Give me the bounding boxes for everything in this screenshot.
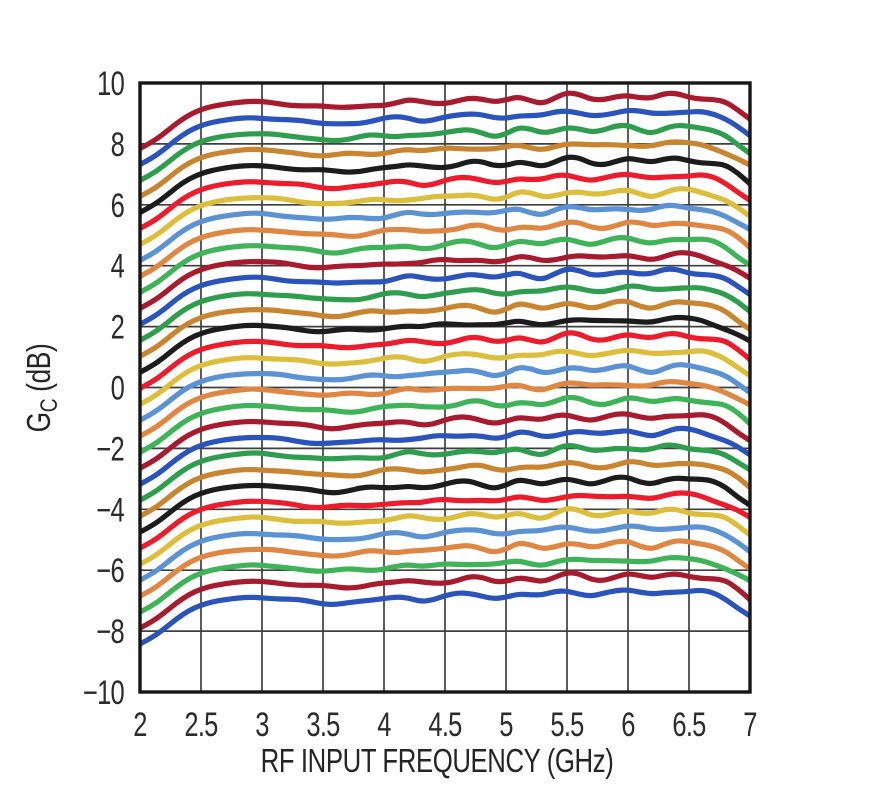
x-tick-label: 4.5 [428,707,461,744]
y-tick-label: −2 [96,431,124,468]
x-tick-label: 2.5 [184,707,217,744]
x-tick-label: 3.5 [306,707,339,744]
x-axis-title: RF INPUT FREQUENCY (GHz) [261,743,614,780]
y-tick-label: 0 [111,370,125,407]
y-tick-label: −4 [96,492,124,529]
gain-curve [138,490,752,551]
gain-curve [138,171,752,231]
gain-curve [138,523,752,583]
x-tick-label: 3 [255,707,269,744]
y-tick-label: 8 [111,126,125,163]
y-axis-title-sub: C [35,399,63,412]
gain-curve [138,154,752,215]
gain-curve [138,362,752,423]
x-tick-label: 6 [621,707,635,744]
gain-curve [138,474,752,535]
gain-curve [138,235,752,295]
y-tick-label: −6 [96,553,124,590]
y-tick-label: −10 [83,675,124,712]
gain-curve [138,425,752,487]
y-tick-label: −8 [96,614,124,651]
gain-curve [138,250,752,311]
x-tick-label: 2 [133,707,147,744]
gain-curve [138,394,752,455]
gain-curve [138,314,752,375]
gain-curve [138,107,752,167]
gain-curve [138,411,752,471]
gain-curve [138,506,752,567]
gain-curve [138,459,752,519]
gain-curve [138,283,752,343]
y-tick-label: 6 [111,187,125,224]
gain-curve [138,347,752,407]
x-tick-label: 6.5 [672,707,705,744]
gain-curve [138,266,752,327]
gain-curve [138,202,752,263]
gain-curve [138,186,752,247]
y-axis-title-main: G [21,412,57,432]
gain-curve [138,379,752,439]
gain-curve [138,587,752,647]
gain-curve [138,330,752,391]
gain-curve [138,570,752,631]
y-axis-title: GC (dB) [21,344,62,433]
plot-border [138,81,752,694]
x-tick-label: 5.5 [550,707,583,744]
gain-curve [138,442,752,503]
x-tick-label: 5 [499,707,513,744]
gain-curve [138,122,752,183]
y-tick-label: 10 [97,66,124,103]
y-tick-label: 4 [111,248,125,285]
gain-curve [138,538,752,599]
gain-curve [138,555,752,615]
gain-curve [138,298,752,359]
gain-curve [138,90,752,151]
y-axis-title-unit: (dB) [21,344,57,399]
gain-curve [138,139,752,199]
y-tick-label: 2 [111,309,125,346]
x-tick-label: 7 [743,707,757,744]
x-tick-label: 4 [377,707,391,744]
gain-curve [138,219,752,279]
